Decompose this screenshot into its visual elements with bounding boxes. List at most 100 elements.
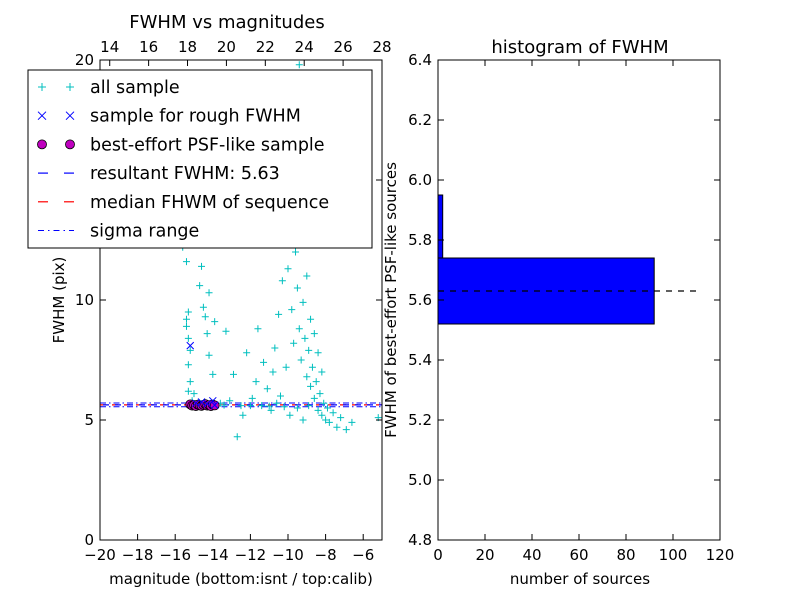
all-sample-point (299, 298, 307, 306)
left-x-tick-label: −18 (122, 546, 154, 564)
legend-marker-circle (37, 139, 47, 150)
all-sample-point (318, 411, 326, 419)
all-sample-point (348, 418, 356, 426)
left-x-tick-label: −8 (315, 546, 337, 564)
all-sample-point (333, 423, 341, 431)
all-sample-point (286, 411, 294, 419)
legend-entry: sample for rough FWHM (37, 107, 301, 127)
all-sample-point (314, 349, 322, 357)
all-sample-point (312, 378, 320, 386)
all-sample-point (316, 390, 324, 398)
all-sample-point (205, 351, 213, 359)
all-sample-point (203, 330, 211, 338)
all-sample-point (303, 272, 311, 280)
all-sample-point (229, 370, 237, 378)
left-top-tick-label: 24 (295, 38, 314, 56)
legend-label: sample for rough FWHM (90, 107, 301, 127)
right-x-tick-label: 0 (433, 546, 443, 564)
legend: all sample sample for rough FWHM best-effo… (27, 69, 373, 249)
left-y-tick-label: 5 (84, 411, 94, 429)
all-sample-point (280, 403, 288, 411)
left-top-tick-label: 18 (178, 38, 197, 56)
all-sample-point (297, 356, 305, 364)
all-sample-point (299, 416, 307, 424)
left-chart-title: FWHM vs magnitudes (129, 12, 324, 33)
all-sample-point (301, 334, 309, 342)
all-sample-point (263, 385, 271, 393)
all-sample-point (186, 346, 194, 354)
legend-label: best-effort PSF-like sample (90, 135, 325, 155)
all-sample-point (308, 363, 316, 371)
legend-marker-cross (65, 111, 75, 121)
all-sample-point (293, 404, 301, 412)
legend-entry: sigma range (38, 222, 199, 242)
all-sample-point (322, 416, 330, 424)
all-sample-point (282, 363, 290, 371)
left-y-tick-label: 20 (75, 51, 94, 69)
right-y-tick-label: 6.2 (408, 111, 432, 129)
all-sample-point (182, 258, 190, 266)
right-x-tick-label: 80 (616, 546, 635, 564)
all-sample-point (337, 414, 345, 422)
histogram-bar (437, 194, 444, 259)
all-sample-point (307, 315, 315, 323)
left-top-tick-label: 16 (139, 38, 158, 56)
right-x-tick-label: 60 (569, 546, 588, 564)
all-sample-point (307, 382, 315, 390)
all-sample-point (182, 315, 190, 323)
all-sample-point (248, 394, 256, 402)
all-sample-point (246, 402, 254, 410)
left-top-tick-label: 26 (334, 38, 353, 56)
legend-label: median FHWM of sequence (90, 193, 329, 213)
left-top-tick-label: 14 (100, 38, 119, 56)
legend-marker-cross (37, 111, 47, 121)
left-x-tick-label: −20 (84, 546, 116, 564)
right-y-tick-label: 5.0 (408, 471, 432, 489)
all-sample-point (295, 61, 303, 69)
all-sample-point (310, 394, 318, 402)
left-y-tick-label: 0 (84, 531, 94, 549)
all-sample-point (325, 418, 333, 426)
all-sample-point (209, 370, 217, 378)
right-x-tick-label: 40 (522, 546, 541, 564)
all-sample-point (267, 406, 275, 414)
left-plot-data (100, 61, 382, 441)
left-x-axis-label: magnitude (bottom:isnt / top:calib) (109, 570, 373, 588)
all-sample-point (305, 346, 313, 354)
right-x-axis-label: number of sources (510, 570, 650, 588)
all-sample-point (184, 387, 192, 395)
right-chart-title: histogram of FWHM (491, 37, 668, 58)
all-sample-point (284, 265, 292, 273)
rough-sample-point (210, 401, 219, 409)
left-top-tick-label: 28 (372, 38, 391, 56)
all-sample-point (237, 402, 245, 410)
all-sample-point (184, 308, 192, 316)
all-sample-point (273, 399, 281, 407)
all-sample-point (271, 344, 279, 352)
all-sample-point (260, 358, 268, 366)
all-sample-point (198, 262, 206, 270)
all-sample-point (243, 349, 251, 357)
all-sample-point (318, 368, 326, 376)
legend-marker-plus (66, 83, 74, 91)
all-sample-point (184, 334, 192, 342)
right-y-tick-label: 6.4 (408, 51, 432, 69)
all-sample-point (233, 433, 241, 441)
all-sample-point (295, 325, 303, 333)
all-sample-point (201, 313, 209, 321)
all-sample-point (320, 399, 328, 407)
all-sample-point (305, 402, 313, 410)
all-sample-point (293, 284, 301, 292)
left-x-ticks: −20 −18 −16 −14 −12 −10 −8 −6 (84, 534, 374, 564)
rough-sample-point (197, 398, 206, 406)
right-y-tick-label: 4.8 (408, 531, 432, 549)
right-y-tick-label: 5.6 (408, 291, 432, 309)
all-sample-point (292, 248, 300, 256)
all-sample-point (310, 330, 318, 338)
right-y-tick-label: 5.4 (408, 351, 432, 369)
all-sample-point (182, 322, 190, 330)
left-x-tick-label: −10 (272, 546, 304, 564)
all-sample-point (222, 327, 230, 335)
rough-sample-point (208, 396, 217, 405)
